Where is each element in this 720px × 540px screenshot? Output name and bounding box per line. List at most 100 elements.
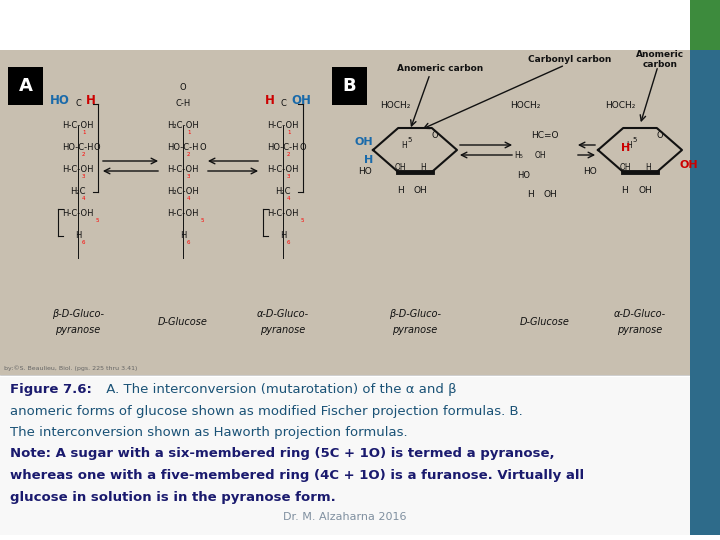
- Text: H-C-OH: H-C-OH: [267, 165, 299, 174]
- Text: The interconversion shown as Haworth projection formulas.: The interconversion shown as Haworth pro…: [10, 426, 408, 439]
- Bar: [690, 0, 720, 50]
- Text: D-Glucose: D-Glucose: [520, 317, 570, 327]
- Text: OH: OH: [413, 186, 427, 195]
- Text: H: H: [401, 140, 407, 150]
- Text: 1: 1: [82, 130, 86, 135]
- Text: 5: 5: [408, 137, 412, 143]
- Text: H: H: [75, 232, 81, 240]
- Text: H-C-OH: H-C-OH: [267, 122, 299, 131]
- Text: O: O: [180, 83, 186, 92]
- Text: 6: 6: [187, 240, 191, 245]
- Text: C: C: [75, 99, 81, 109]
- Text: OH: OH: [619, 164, 631, 172]
- Text: H-C-OH: H-C-OH: [62, 122, 94, 131]
- Text: H₅: H₅: [514, 151, 523, 159]
- Text: H: H: [86, 93, 96, 106]
- Text: H: H: [265, 93, 275, 106]
- Text: HO-C-H: HO-C-H: [167, 144, 199, 152]
- Text: glucose in solution is in the pyranose form.: glucose in solution is in the pyranose f…: [10, 490, 336, 503]
- Text: Figure 7.6:: Figure 7.6:: [10, 383, 92, 396]
- Text: HO: HO: [359, 167, 372, 177]
- Text: 4: 4: [82, 196, 86, 201]
- Text: O: O: [199, 144, 206, 152]
- Text: HO: HO: [50, 93, 70, 106]
- Text: 5: 5: [301, 218, 305, 223]
- Text: 1: 1: [287, 130, 290, 135]
- Text: 4: 4: [287, 196, 290, 201]
- Text: β-D-Gluco-: β-D-Gluco-: [52, 309, 104, 319]
- Text: H: H: [645, 164, 651, 172]
- Text: 5: 5: [633, 137, 637, 143]
- Bar: [0, 377, 690, 535]
- Text: 5: 5: [96, 218, 99, 223]
- Text: 1: 1: [187, 130, 191, 135]
- Text: Anomeric carbon: Anomeric carbon: [397, 64, 483, 73]
- Text: 2: 2: [187, 152, 191, 157]
- Text: α-D-Gluco-: α-D-Gluco-: [614, 309, 666, 319]
- Text: 2: 2: [287, 152, 290, 157]
- Text: C: C: [280, 99, 286, 109]
- Text: Anomeric: Anomeric: [636, 50, 684, 59]
- Text: O: O: [299, 144, 305, 152]
- Text: Dr. M. Alzaharna 2016: Dr. M. Alzaharna 2016: [283, 512, 407, 522]
- Text: H-C-OH: H-C-OH: [167, 210, 199, 219]
- Text: H: H: [621, 143, 630, 153]
- Text: 4: 4: [187, 196, 191, 201]
- Text: H: H: [526, 190, 534, 199]
- Text: HO-C-H: HO-C-H: [267, 144, 299, 152]
- Text: Note: A sugar with a six-membered ring (5C + 1O) is termed a pyranose,: Note: A sugar with a six-membered ring (…: [10, 448, 554, 461]
- Text: H-C-OH: H-C-OH: [167, 165, 199, 174]
- Text: anomeric forms of glucose shown as modified Fischer projection formulas. B.: anomeric forms of glucose shown as modif…: [10, 404, 523, 417]
- Bar: [332, 67, 367, 105]
- Text: O: O: [432, 132, 438, 140]
- Text: OH: OH: [291, 93, 311, 106]
- Text: OH: OH: [394, 164, 406, 172]
- Text: by:©S. Beaulieu, Biol. (pgs. 225 thru 3.41): by:©S. Beaulieu, Biol. (pgs. 225 thru 3.…: [4, 366, 138, 371]
- Text: HO: HO: [583, 167, 597, 177]
- Text: A. The interconversion (mutarotation) of the α and β: A. The interconversion (mutarotation) of…: [102, 383, 456, 396]
- Text: HOCH₂: HOCH₂: [605, 101, 635, 110]
- Text: H: H: [621, 186, 629, 195]
- Text: 5: 5: [201, 218, 204, 223]
- Text: OH: OH: [638, 186, 652, 195]
- Text: H: H: [420, 164, 426, 172]
- Text: H₂C: H₂C: [275, 187, 291, 197]
- Text: H₂C-OH: H₂C-OH: [167, 122, 199, 131]
- Bar: [0, 50, 690, 375]
- Text: α-D-Gluco-: α-D-Gluco-: [257, 309, 309, 319]
- Text: O: O: [94, 144, 101, 152]
- Text: HO-C-H: HO-C-H: [62, 144, 94, 152]
- Text: HO: HO: [517, 171, 530, 179]
- Text: H₂C-OH: H₂C-OH: [167, 187, 199, 197]
- Text: HC=O: HC=O: [531, 131, 559, 139]
- Text: H: H: [397, 186, 403, 195]
- Text: OH: OH: [680, 160, 698, 170]
- Text: H: H: [626, 140, 632, 150]
- Text: 6: 6: [82, 240, 86, 245]
- Text: D-Glucose: D-Glucose: [158, 317, 208, 327]
- Text: H₂C: H₂C: [71, 187, 86, 197]
- Text: OH: OH: [535, 151, 546, 159]
- Text: H-C-OH: H-C-OH: [267, 210, 299, 219]
- Text: H: H: [280, 232, 286, 240]
- Text: pyranose: pyranose: [261, 325, 305, 335]
- Text: C-H: C-H: [176, 99, 191, 109]
- Text: OH: OH: [543, 190, 557, 199]
- Text: H: H: [364, 155, 373, 165]
- Text: Carbonyl carbon: Carbonyl carbon: [528, 55, 612, 64]
- Text: B: B: [343, 77, 356, 95]
- Text: 3: 3: [187, 174, 191, 179]
- Text: 3: 3: [82, 174, 86, 179]
- Text: carbon: carbon: [642, 60, 678, 69]
- Text: β-D-Gluco-: β-D-Gluco-: [389, 309, 441, 319]
- Bar: [8, 67, 43, 105]
- Text: H-C-OH: H-C-OH: [62, 165, 94, 174]
- Text: OH: OH: [354, 137, 373, 147]
- Text: 3: 3: [287, 174, 290, 179]
- Text: H-C-OH: H-C-OH: [62, 210, 94, 219]
- Text: HOCH₂: HOCH₂: [380, 101, 410, 110]
- Bar: [690, 50, 720, 535]
- Text: H: H: [180, 232, 186, 240]
- Text: pyranose: pyranose: [55, 325, 101, 335]
- Text: pyranose: pyranose: [392, 325, 438, 335]
